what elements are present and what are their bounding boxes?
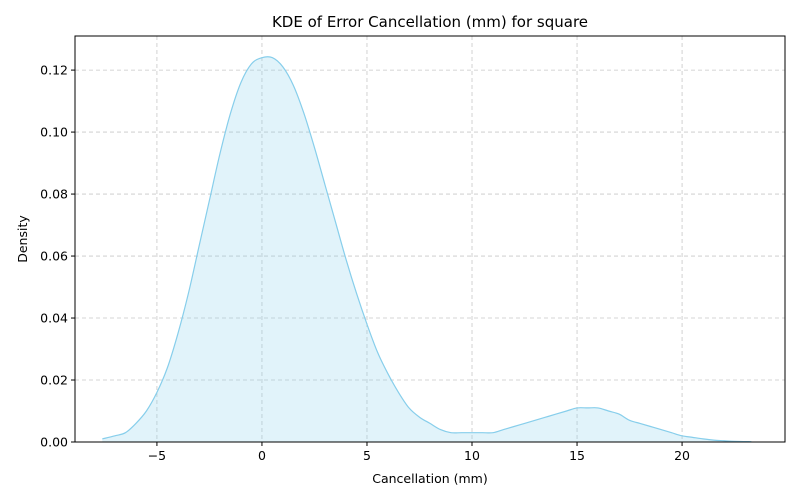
x-tick-label: 5 (363, 448, 371, 463)
y-tick-label: 0.00 (40, 435, 68, 450)
density-line (102, 56, 752, 443)
density-fill-area (102, 56, 752, 442)
y-tick-label: 0.04 (40, 311, 68, 326)
y-tick-label: 0.02 (40, 373, 68, 388)
y-axis-label: Density (15, 215, 30, 263)
x-tick-label: −5 (148, 448, 166, 463)
x-tick-label: 0 (258, 448, 266, 463)
y-axis-ticks: 0.00 0.02 0.04 0.06 0.08 0.10 0.12 (40, 63, 75, 450)
x-axis-ticks: −5 0 5 10 15 20 (148, 442, 690, 463)
y-tick-label: 0.12 (40, 63, 68, 78)
plot-frame (74, 35, 786, 443)
chart-title: KDE of Error Cancellation (mm) for squar… (272, 13, 588, 31)
y-tick-label: 0.06 (40, 249, 68, 264)
x-tick-label: 10 (464, 448, 480, 463)
y-tick-label: 0.10 (40, 125, 68, 140)
y-tick-label: 0.08 (40, 187, 68, 202)
x-tick-label: 15 (569, 448, 585, 463)
x-axis-label: Cancellation (mm) (372, 471, 488, 486)
x-tick-label: 20 (674, 448, 690, 463)
